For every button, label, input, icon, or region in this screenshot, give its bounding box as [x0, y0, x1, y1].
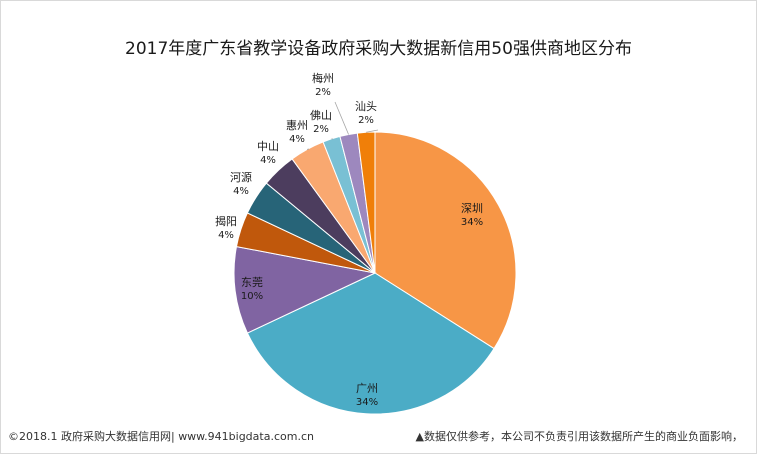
slice-label-5: 中山 — [257, 140, 279, 153]
pie-slice-2 — [233, 245, 377, 334]
slice-label-2: 东莞 — [241, 276, 263, 289]
pie-slice-0 — [374, 131, 517, 350]
footer-copyright: ©2018.1 政府采购大数据信用网| www.941bigdata.com.c… — [8, 430, 314, 443]
slice-label-8: 梅州 — [312, 71, 334, 85]
slice-percent-7: 2% — [313, 124, 329, 135]
chart-title: 2017年度广东省教学设备政府采购大数据新信用50强供商地区分布 — [125, 39, 632, 59]
leader-line-9 — [366, 129, 379, 133]
slice-percent-1: 34% — [356, 397, 378, 408]
slice-percent-4: 4% — [233, 186, 249, 197]
footer-disclaimer: ▲数据仅供参考，本公司不负责引用该数据所产生的商业负面影响， — [415, 430, 743, 443]
slice-percent-9: 2% — [358, 115, 374, 126]
slice-percent-0: 34% — [461, 217, 483, 228]
slice-label-4: 河源 — [230, 170, 252, 184]
slice-label-9: 汕头 — [355, 100, 377, 113]
slice-label-3: 揭阳 — [215, 214, 237, 228]
slice-percent-8: 2% — [315, 87, 331, 98]
slice-percent-5: 4% — [260, 155, 276, 166]
leader-line-8 — [334, 101, 349, 135]
slice-label-1: 广州 — [356, 382, 378, 395]
slice-label-6: 惠州 — [286, 118, 308, 132]
pie-slice-9 — [356, 131, 376, 274]
slice-label-0: 深圳 — [461, 202, 483, 215]
pie-slice-1 — [246, 272, 495, 415]
slice-percent-6: 4% — [289, 134, 305, 145]
slice-percent-2: 10% — [241, 291, 263, 302]
slice-label-7: 佛山 — [310, 109, 332, 122]
slice-percent-3: 4% — [218, 230, 234, 241]
